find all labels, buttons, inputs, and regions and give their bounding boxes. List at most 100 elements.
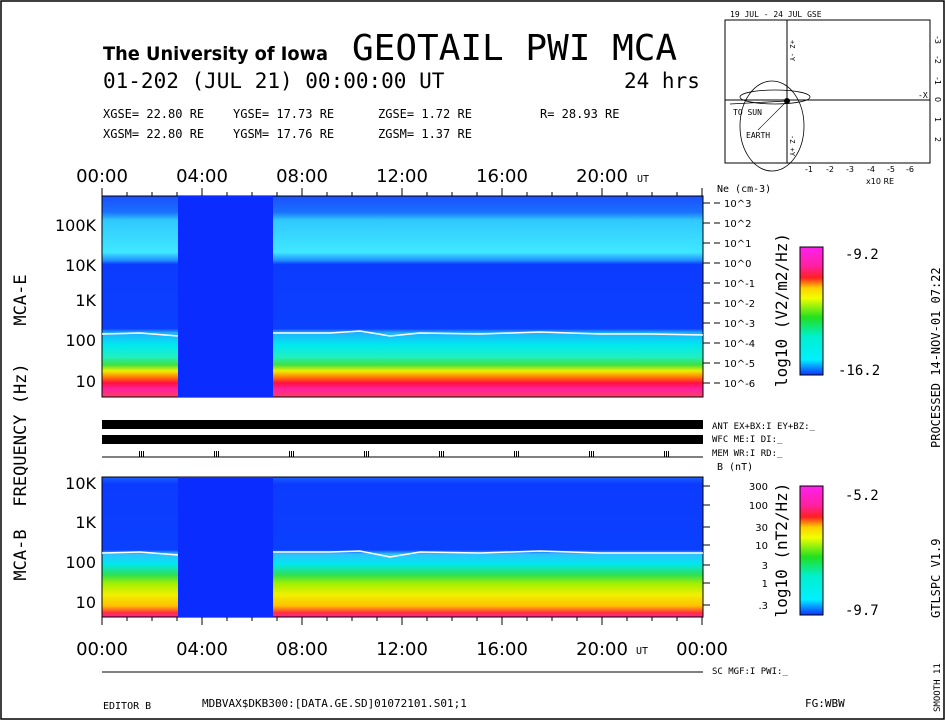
time-label-bottom: 20:00 — [576, 639, 628, 660]
ne-tick-label: 10^-1 — [724, 279, 755, 290]
mca-b-y-tick: 10 — [76, 593, 96, 612]
orbit-x-tick: -3 — [846, 165, 854, 174]
orbit-x-tick: -1 — [805, 165, 813, 174]
colorbar-b-min: -9.7 — [845, 603, 879, 619]
wfc-status: WFC ME:I DI:_ — [712, 435, 783, 445]
mca-e-spectrogram — [101, 195, 704, 398]
duration: 24 hrs — [624, 69, 700, 93]
colorbar-e-min: -16.2 — [838, 363, 880, 379]
ne-tick-label: 10^-3 — [724, 319, 755, 330]
colorbar-e — [799, 246, 824, 376]
mca-e-y-tick: 100 — [65, 331, 96, 350]
frequency-label: FREQUENCY (Hz) — [11, 363, 31, 506]
orbit-y-tick: 2 — [933, 137, 942, 142]
b-tick-label: 300 — [749, 482, 768, 493]
mca-b-plasma-line — [273, 550, 703, 558]
time-label-top: 20:00 — [576, 166, 628, 187]
ne-tick-label: 10^-2 — [724, 299, 755, 310]
orbit-x-tick: -2 — [826, 165, 834, 174]
orbit-title: 19 JUL - 24 JUL GSE — [730, 10, 822, 19]
mca-b-title: MCA-B — [11, 529, 31, 580]
version-label: GTLSPC V1.9 — [929, 539, 943, 618]
b-tick-label: 30 — [755, 523, 768, 534]
data-gap — [178, 477, 273, 617]
orbit-x-unit: x10 RE — [866, 177, 894, 186]
time-label-top: 04:00 — [176, 166, 228, 187]
time-label-top: 00:00 — [76, 166, 128, 187]
ne-tick-label: 10^1 — [724, 239, 751, 250]
b-tick-label: .3 — [758, 601, 768, 612]
smooth-label: SMOOTH 11 — [933, 663, 943, 712]
wfc-status-bar — [102, 435, 703, 444]
b-tick-label: 10 — [755, 541, 768, 552]
colorbar-e-label: log10 (V2/m2/Hz) — [772, 233, 791, 387]
ne-tick-label: 10^-6 — [724, 379, 755, 390]
editor-label: EDITOR B — [103, 701, 151, 712]
orbit-x-tick: -6 — [906, 165, 914, 174]
colorbar-b-max: -5.2 — [845, 488, 879, 504]
orbit-y-tick: 0 — [933, 97, 942, 102]
sun-label: TO SUN — [733, 108, 762, 117]
mca-b-plasma-line — [101, 551, 179, 556]
orbit-x-tick: -5 — [887, 165, 895, 174]
mem-status: MEM WR:I RD:_ — [712, 449, 783, 459]
ne-tick-label: 10^2 — [724, 219, 751, 230]
mca-b-spectrogram — [101, 476, 704, 618]
ne-tick-label: 10^3 — [724, 199, 751, 210]
time-label-bottom: 16:00 — [476, 639, 528, 660]
mca-e-y-tick: 100K — [55, 216, 97, 235]
zgsm: ZGSM= 1.37 RE — [378, 127, 472, 141]
time-label-top: 08:00 — [276, 166, 328, 187]
b-tick-label: 100 — [749, 501, 768, 512]
mca-b-y-tick: 100 — [65, 553, 96, 572]
ne-tick-label: 10^-5 — [724, 359, 755, 370]
b-axis-title: B (nT) — [717, 462, 753, 473]
plot-title: GEOTAIL PWI MCA — [352, 28, 677, 69]
time-label-top: 12:00 — [376, 166, 428, 187]
ant-status: ANT EX+BX:I EY+BZ:_ — [712, 422, 816, 432]
orbit-y-tick: -3 — [933, 36, 942, 44]
time-label-bottom: 12:00 — [376, 639, 428, 660]
time-label-bottom: 00:00 — [76, 639, 128, 660]
orbit-x-tick: -4 — [867, 165, 875, 174]
sc-status: SC MGF:I PWI:_ — [712, 667, 788, 677]
ygse: YGSE= 17.73 RE — [233, 107, 334, 121]
ant-status-bar — [102, 420, 703, 429]
orbit-y-tick: 1 — [933, 117, 942, 122]
mca-b-y-tick: 10K — [65, 474, 96, 493]
ne-tick-label: 10^0 — [724, 259, 751, 270]
r-gse: R= 28.93 RE — [540, 107, 619, 121]
b-tick-label: 1 — [762, 579, 768, 590]
colorbar-e-max: -9.2 — [845, 247, 879, 263]
orbit-bottom-axis: -Z +Y — [788, 135, 796, 157]
orbit-plot: 19 JUL - 24 JUL GSE +Z -Y -Z +Y -X TO SU… — [724, 10, 942, 186]
b-tick-label: 3 — [762, 561, 768, 572]
zgse: ZGSE= 1.72 RE — [378, 107, 472, 121]
ygsm: YGSM= 17.76 RE — [233, 127, 334, 141]
xgse: XGSE= 22.80 RE — [103, 107, 204, 121]
institution: The University of Iowa — [103, 43, 328, 65]
time-label-bottom: 04:00 — [176, 639, 228, 660]
earth-label: EARTH — [746, 131, 770, 140]
ut-label-top: UT — [637, 174, 649, 185]
time-label-bottom: 08:00 — [276, 639, 328, 660]
time-label-bottom: 00:00 — [676, 639, 728, 660]
orbit-top-axis: +Z -Y — [788, 40, 796, 62]
time-label-top: 16:00 — [476, 166, 528, 187]
mca-e-plasma-line — [273, 330, 704, 337]
orbit-y-tick: -1 — [933, 77, 942, 85]
mca-e-y-tick: 1K — [75, 291, 96, 310]
colorbar-b-label: log10 (nT2/Hz) — [772, 483, 791, 618]
mca-e-title: MCA-E — [11, 274, 31, 325]
xgsm: XGSM= 22.80 RE — [103, 127, 204, 141]
orbit-right-axis: -X — [918, 91, 928, 100]
data-gap — [178, 196, 273, 397]
ut-label-bottom: UT — [636, 646, 648, 657]
mca-e-plasma-line — [101, 332, 179, 337]
date-line: 01-202 (JUL 21) 00:00:00 UT — [103, 69, 445, 93]
fg-label: FG:WBW — [805, 697, 845, 710]
data-file: MDBVAX$DKB300:[DATA.GE.SD]01072101.S01;1 — [202, 697, 467, 710]
orbit-y-tick: -2 — [933, 56, 942, 64]
